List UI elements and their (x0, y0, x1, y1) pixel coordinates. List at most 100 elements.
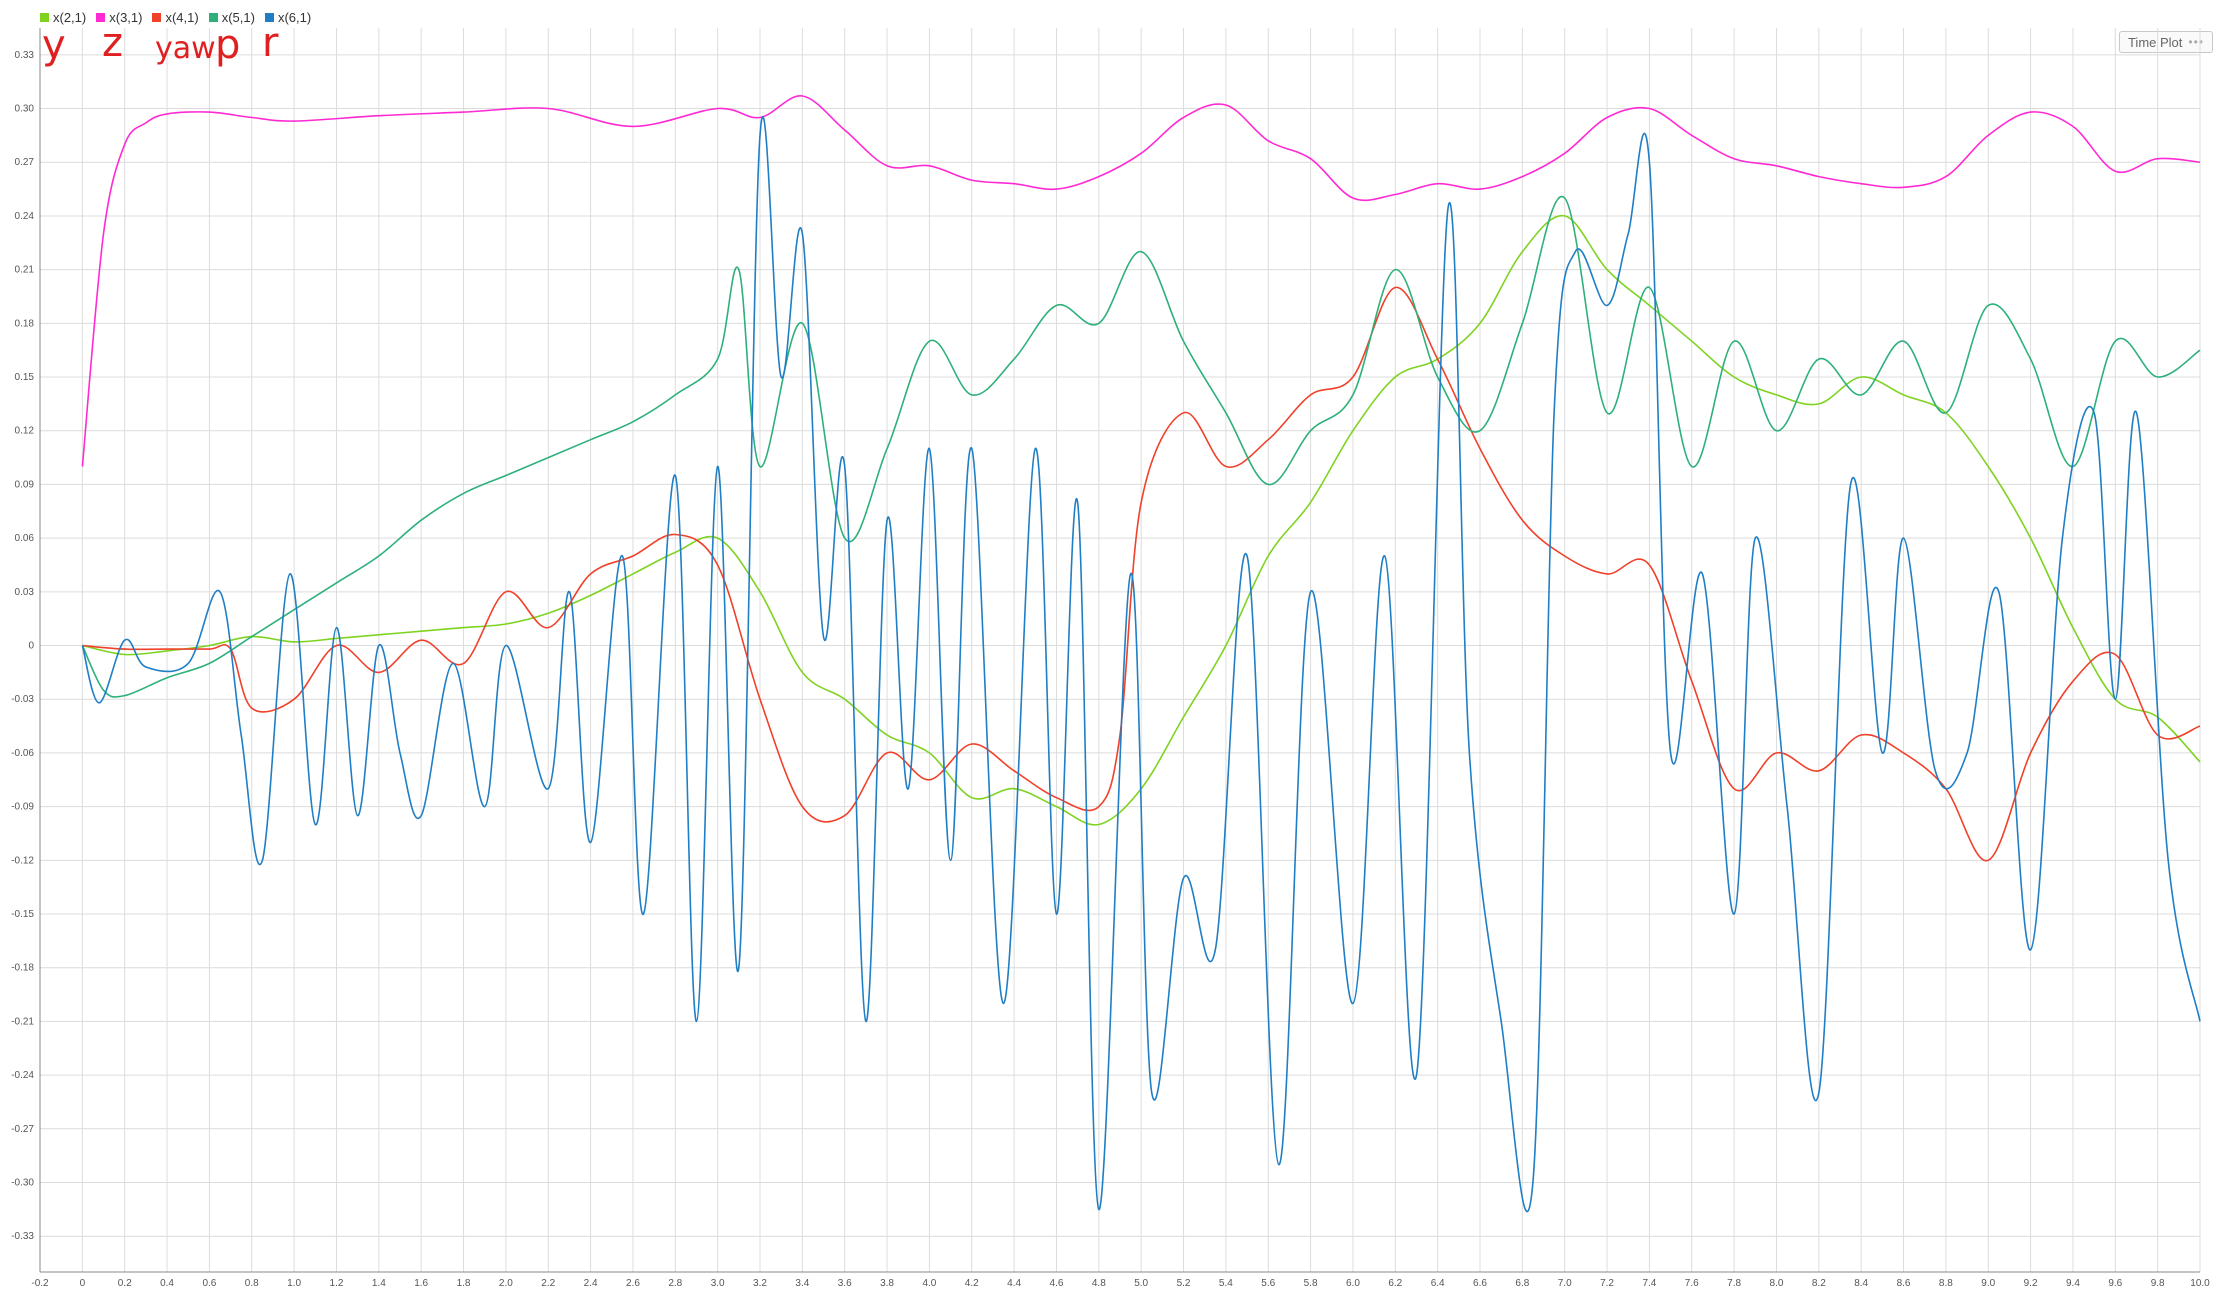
series-line-x61 (81, 116, 2201, 1213)
x-tick-label: 2.6 (626, 1278, 640, 1289)
x-tick-label: 9.6 (2108, 1278, 2122, 1289)
x-tick-label: 8.8 (1939, 1278, 1953, 1289)
x-tick-label: 8.2 (1812, 1278, 1826, 1289)
y-tick-label: -0.21 (11, 1016, 34, 1027)
x-tick-label: 2.2 (541, 1278, 555, 1289)
legend-swatch (40, 12, 49, 22)
series-line-x31 (81, 95, 2201, 467)
x-tick-label: 1.4 (372, 1278, 386, 1289)
series-line-x41 (82, 286, 2201, 862)
x-tick-label: 5.2 (1177, 1278, 1191, 1289)
annotation-yaw: yaw (155, 31, 216, 66)
legend-label: x(3,1) (109, 9, 143, 25)
legend-item-x51[interactable]: x(5,1) (208, 8, 255, 26)
grid-lines (39, 28, 2201, 1272)
x-tick-label: 4.4 (1007, 1278, 1021, 1289)
series-lines (81, 95, 2201, 1213)
y-tick-label: 0.12 (15, 426, 35, 437)
x-tick-label: 3.0 (711, 1278, 725, 1289)
x-tick-label: 1.8 (457, 1278, 471, 1289)
y-tick-label: -0.18 (11, 963, 34, 974)
series-line-x21 (82, 215, 2201, 826)
handwritten-annotations: y z yaw p r (42, 20, 279, 68)
x-tick-label: 9.0 (1981, 1278, 1995, 1289)
legend-label: x(4,1) (165, 9, 199, 25)
y-tick-label: 0.24 (15, 211, 35, 222)
legend-item-x41[interactable]: x(4,1) (152, 8, 199, 26)
x-tick-label: 10.0 (2190, 1278, 2210, 1289)
y-tick-label: -0.06 (11, 748, 34, 759)
y-tick-label: 0.21 (15, 265, 35, 276)
x-tick-label: 8.4 (1854, 1278, 1868, 1289)
more-options-icon[interactable]: ••• (2188, 35, 2204, 49)
x-tick-label: 5.6 (1261, 1278, 1275, 1289)
x-tick-label: 0.2 (118, 1278, 132, 1289)
x-tick-label: 9.4 (2066, 1278, 2080, 1289)
x-tick-label: 4.6 (1050, 1278, 1064, 1289)
x-tick-label: 7.8 (1727, 1278, 1741, 1289)
x-tick-label: 7.0 (1558, 1278, 1572, 1289)
x-tick-label: 2.8 (668, 1278, 682, 1289)
y-tick-label: 0.09 (15, 479, 35, 490)
x-tick-label: 7.4 (1642, 1278, 1656, 1289)
x-tick-label: 0.4 (160, 1278, 174, 1289)
legend-swatch (96, 12, 106, 22)
y-tick-label: -0.33 (11, 1231, 34, 1242)
y-tick-label: -0.30 (11, 1178, 34, 1189)
annotation-p: p (215, 22, 240, 68)
legend-label: x(5,1) (221, 9, 255, 25)
y-tick-label: 0.33 (15, 50, 35, 61)
x-tick-label: 6.8 (1515, 1278, 1529, 1289)
legend-item-x21[interactable]: x(2,1) (40, 8, 86, 26)
legend-item-x61[interactable]: x(6,1) (264, 8, 312, 26)
legend-swatch (208, 12, 218, 22)
x-tick-label: 4.0 (922, 1278, 936, 1289)
x-tick-label: 0 (80, 1278, 86, 1289)
x-tick-label: 5.8 (1304, 1278, 1318, 1289)
legend-item-x31[interactable]: x(3,1) (96, 8, 142, 26)
legend-label: x(6,1) (277, 9, 312, 25)
y-tick-label: 0.06 (15, 533, 35, 544)
y-tick-label: 0 (28, 641, 34, 652)
x-tick-label: 3.4 (795, 1278, 809, 1289)
x-tick-label: 3.6 (838, 1278, 852, 1289)
x-tick-label: -0.2 (31, 1278, 49, 1289)
legend-swatch (264, 12, 274, 22)
x-tick-label: 8.6 (1897, 1278, 1911, 1289)
y-tick-label: -0.09 (11, 802, 34, 813)
legend-swatch (152, 12, 162, 22)
y-tick-label: 0.27 (15, 157, 35, 168)
legend-label: x(2,1) (53, 9, 87, 25)
x-tick-label: 7.2 (1600, 1278, 1614, 1289)
x-tick-label: 0.8 (245, 1278, 259, 1289)
y-tick-label: -0.15 (11, 909, 34, 920)
x-tick-label: 4.8 (1092, 1278, 1106, 1289)
y-tick-label: 0.03 (15, 587, 35, 598)
x-tick-label: 7.6 (1685, 1278, 1699, 1289)
x-tick-label: 2.0 (499, 1278, 513, 1289)
x-tick-label: 1.6 (414, 1278, 428, 1289)
annotation-z: z (102, 20, 123, 66)
x-tick-label: 9.2 (2024, 1278, 2038, 1289)
axes: -0.2 0 0.2 0.4 0.6 0.8 1.0 1.2 1.4 1.6 1.8 2.0 2.2 2.… (11, 28, 2210, 1289)
x-tick-label: 1.0 (287, 1278, 301, 1289)
y-tick-label: 0.18 (15, 318, 35, 329)
time-plot-label: Time Plot (2127, 34, 2183, 50)
y-tick-label: -0.12 (11, 855, 34, 866)
series-line-x51 (81, 195, 2201, 698)
y-tick-label: -0.24 (11, 1070, 34, 1081)
x-tick-label: 9.8 (2151, 1278, 2165, 1289)
y-tick-label: -0.03 (11, 694, 34, 705)
y-tick-label: 0.30 (15, 104, 35, 115)
x-tick-label: 0.6 (202, 1278, 216, 1289)
x-tick-label: 6.2 (1388, 1278, 1402, 1289)
time-plot-button[interactable]: Time Plot ••• (2118, 31, 2213, 53)
y-tick-label: -0.27 (11, 1124, 34, 1135)
x-tick-label: 6.4 (1431, 1278, 1445, 1289)
x-tick-label: 5.0 (1134, 1278, 1148, 1289)
x-tick-label: 4.2 (965, 1278, 979, 1289)
x-tick-label: 1.2 (330, 1278, 344, 1289)
annotation-r: r (262, 20, 279, 66)
x-tick-label: 3.8 (880, 1278, 894, 1289)
